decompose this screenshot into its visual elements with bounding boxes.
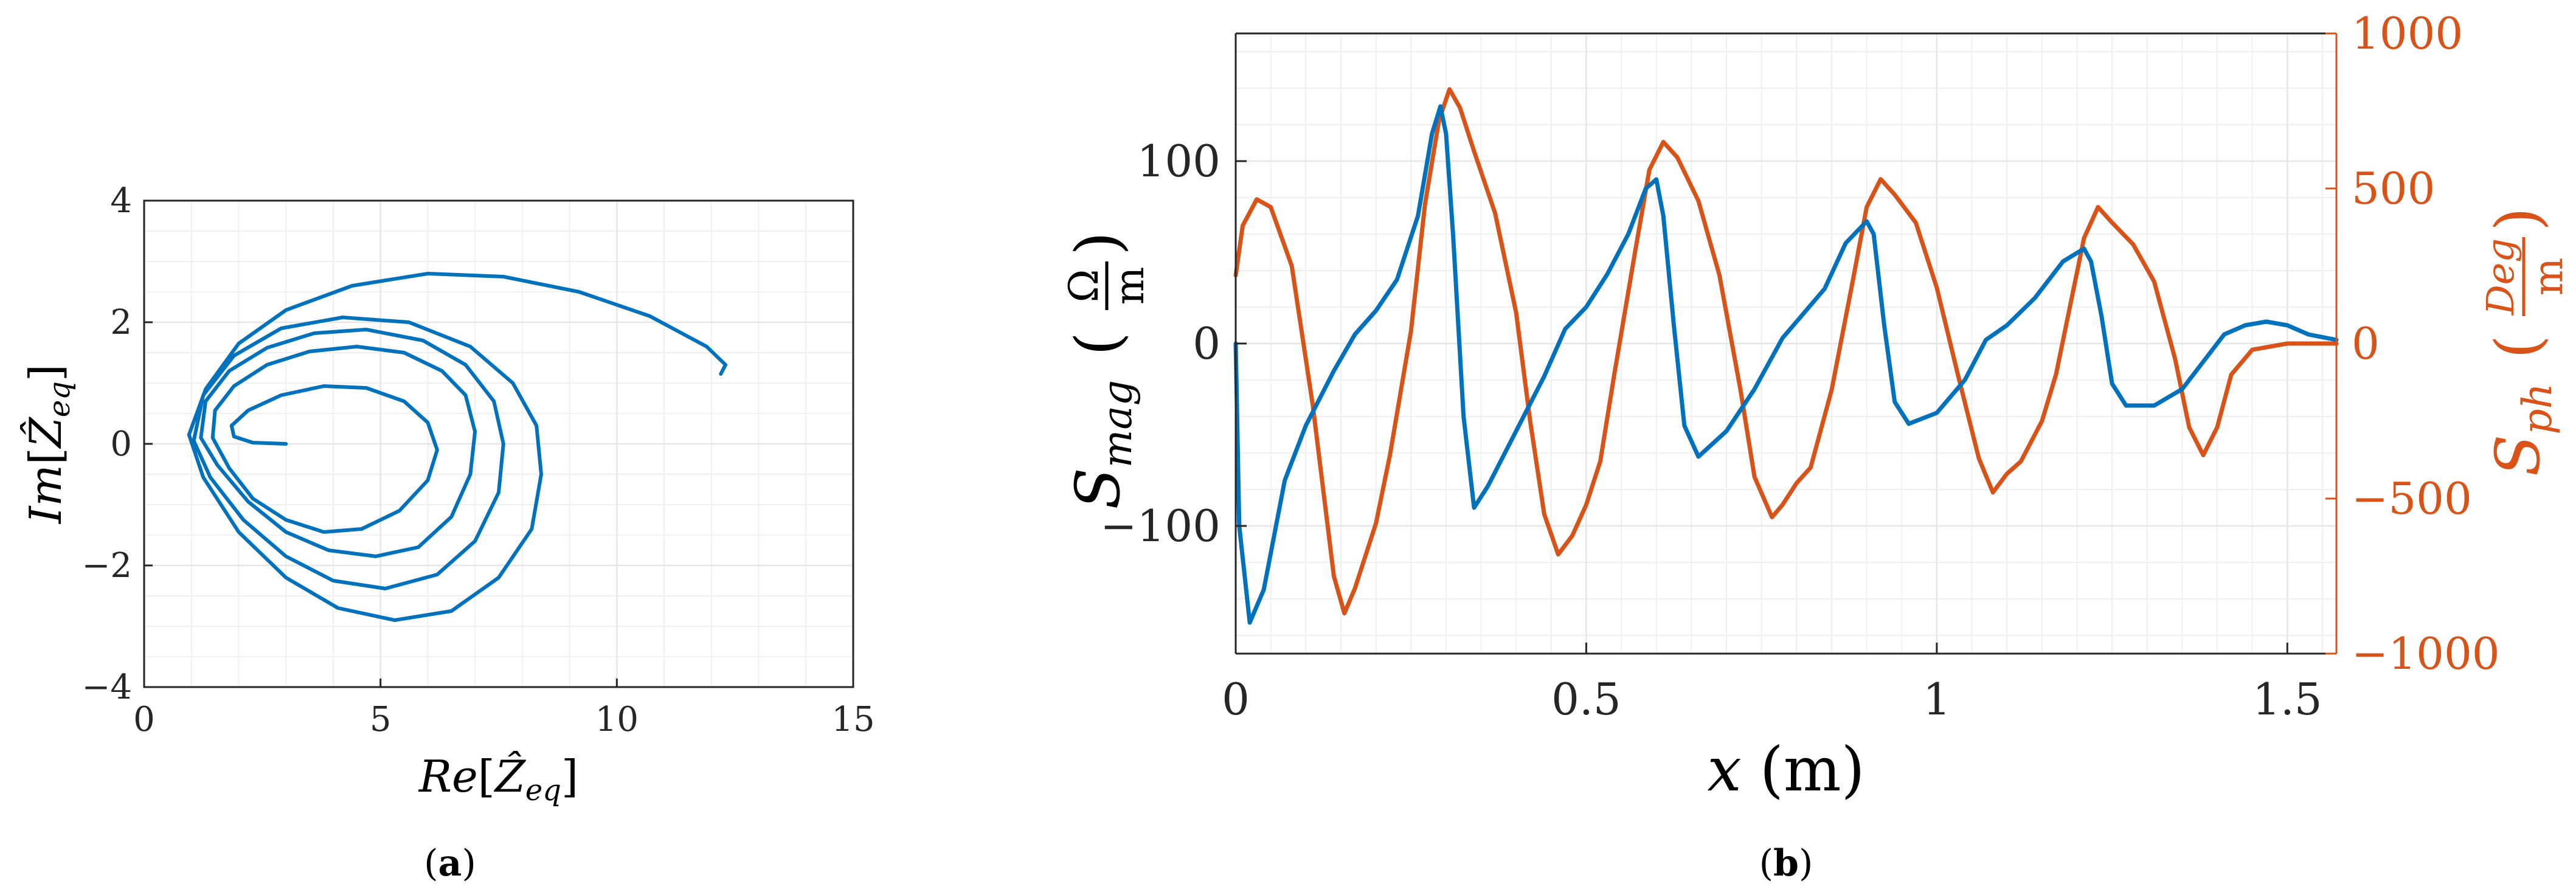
svg-text:(: ( <box>2482 335 2553 359</box>
panel-a-xtick-label: 10 <box>595 700 639 739</box>
svg-text:m: m <box>2525 258 2572 296</box>
panel-b-y2tick-label: 0 <box>2352 318 2380 369</box>
panel-b-ylabel: Smag ( Ω m ) <box>1061 232 1153 510</box>
svg-text:Smag: Smag <box>1062 380 1141 510</box>
svg-text:Ω: Ω <box>1061 269 1107 303</box>
panel-b-ytick-label: −100 <box>1100 500 1220 551</box>
panel-b-xtick-label: 0 <box>1222 674 1250 725</box>
panel-b-y2tick-label: −500 <box>2352 473 2472 524</box>
panel-a-ytick-label: −2 <box>81 546 132 586</box>
svg-text:Sph: Sph <box>2482 383 2561 476</box>
svg-text:): ) <box>2482 207 2553 231</box>
panel-a-series-line <box>187 272 728 622</box>
svg-text:(: ( <box>1062 332 1134 356</box>
panel-a-ytick-label: −4 <box>81 668 132 707</box>
panel-b-caption: (b) <box>1759 842 1813 885</box>
panel-a-ytick-label: 2 <box>110 303 132 342</box>
panel-a-ytick-label: 4 <box>110 181 132 221</box>
panel-b-y2tick-label: −1000 <box>2352 628 2500 679</box>
panel-b-xtick-label: 0.5 <box>1551 674 1621 725</box>
panel-a-xtick-label: 5 <box>370 700 392 739</box>
panel-a-lines <box>187 272 728 622</box>
svg-text:): ) <box>1062 232 1134 255</box>
panel-b-ytick-label: 100 <box>1137 136 1220 187</box>
panel-a-caption: (a) <box>424 842 476 885</box>
panel-b-lines <box>1233 87 2339 625</box>
panel-a-grid <box>143 199 854 688</box>
panel-b-ytick-label: 0 <box>1193 318 1220 369</box>
panel-b-xtick-label: 1.5 <box>2252 674 2322 725</box>
panel-a-chart: 0 5 10 15 −4 −2 0 2 4 Re[Ẑeq] Im[Ẑeq] (a) <box>19 181 875 885</box>
panel-b-y2tick-label: 500 <box>2352 163 2435 214</box>
panel-b-phase-line <box>1233 87 2339 616</box>
panel-b-xtick-label: 1 <box>1923 674 1951 725</box>
panel-a-xtick-label: 0 <box>133 700 155 739</box>
panel-b-y2tick-label: 1000 <box>2352 8 2463 59</box>
svg-text:m: m <box>1106 267 1153 305</box>
panel-a-xtick-label: 15 <box>831 700 874 739</box>
panel-a-ytick-label: 0 <box>110 424 132 464</box>
panel-b-magnitude-line <box>1233 104 2339 625</box>
panel-a-ylabel: Im[Ẑeq] <box>19 364 77 525</box>
panel-a-ticks: 0 5 10 15 −4 −2 0 2 4 <box>81 181 874 739</box>
panel-b-xlabel: x (m) <box>1707 734 1864 805</box>
svg-text:Deg: Deg <box>2478 238 2522 316</box>
panel-a-xlabel: Re[Ẑeq] <box>418 750 578 807</box>
panel-b-ylabel2: Sph ( Deg m ) <box>2478 207 2572 476</box>
